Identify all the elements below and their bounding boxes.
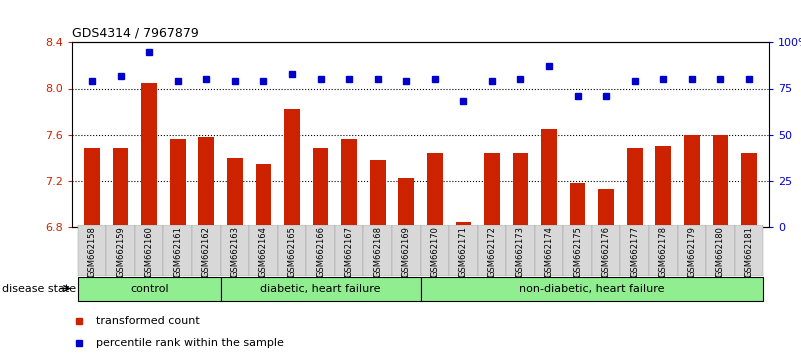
- Bar: [456, 222, 471, 227]
- Text: non-diabetic, heart failure: non-diabetic, heart failure: [519, 284, 665, 295]
- Bar: [163, 225, 192, 276]
- Bar: [621, 225, 649, 276]
- Bar: [306, 225, 335, 276]
- Text: control: control: [130, 284, 168, 295]
- Bar: [421, 225, 449, 276]
- Text: GSM662169: GSM662169: [402, 226, 411, 277]
- Bar: [135, 225, 163, 276]
- Bar: [312, 148, 328, 227]
- Bar: [449, 225, 477, 276]
- Text: GSM662173: GSM662173: [516, 226, 525, 277]
- Bar: [427, 153, 443, 227]
- Bar: [684, 135, 700, 227]
- Bar: [535, 225, 563, 276]
- Bar: [484, 153, 500, 227]
- Bar: [735, 225, 763, 276]
- Text: GSM662164: GSM662164: [259, 226, 268, 277]
- Text: disease state: disease state: [2, 284, 77, 293]
- Text: GSM662166: GSM662166: [316, 226, 325, 277]
- Text: GSM662172: GSM662172: [488, 226, 497, 277]
- Text: GSM662167: GSM662167: [344, 226, 353, 277]
- Bar: [141, 83, 157, 227]
- Text: GSM662177: GSM662177: [630, 226, 639, 277]
- Text: GSM662174: GSM662174: [545, 226, 553, 277]
- Bar: [220, 278, 421, 301]
- Bar: [570, 183, 586, 227]
- Bar: [220, 225, 249, 276]
- Bar: [477, 225, 506, 276]
- Bar: [227, 158, 243, 227]
- Bar: [192, 225, 220, 276]
- Text: GSM662178: GSM662178: [658, 226, 668, 277]
- Bar: [341, 139, 357, 227]
- Text: GSM662158: GSM662158: [87, 226, 97, 277]
- Bar: [84, 148, 100, 227]
- Text: GSM662176: GSM662176: [602, 226, 610, 277]
- Bar: [113, 148, 128, 227]
- Text: percentile rank within the sample: percentile rank within the sample: [96, 338, 284, 348]
- Text: GSM662171: GSM662171: [459, 226, 468, 277]
- Bar: [741, 153, 757, 227]
- Text: GSM662159: GSM662159: [116, 226, 125, 277]
- Text: GDS4314 / 7967879: GDS4314 / 7967879: [72, 27, 199, 40]
- Bar: [170, 139, 186, 227]
- Bar: [678, 225, 706, 276]
- Bar: [706, 225, 735, 276]
- Text: transformed count: transformed count: [96, 316, 200, 326]
- Bar: [649, 225, 678, 276]
- Bar: [541, 129, 557, 227]
- Bar: [370, 160, 385, 227]
- Bar: [421, 278, 763, 301]
- Text: GSM662165: GSM662165: [288, 226, 296, 277]
- Text: GSM662162: GSM662162: [202, 226, 211, 277]
- Bar: [256, 164, 272, 227]
- Text: GSM662161: GSM662161: [173, 226, 183, 277]
- Text: GSM662181: GSM662181: [744, 226, 754, 277]
- Bar: [107, 225, 135, 276]
- Bar: [364, 225, 392, 276]
- Bar: [398, 178, 414, 227]
- Bar: [563, 225, 592, 276]
- Text: GSM662179: GSM662179: [687, 226, 696, 277]
- Bar: [278, 225, 306, 276]
- Text: GSM662180: GSM662180: [716, 226, 725, 277]
- Bar: [199, 137, 214, 227]
- Bar: [249, 225, 278, 276]
- Bar: [78, 225, 107, 276]
- Text: diabetic, heart failure: diabetic, heart failure: [260, 284, 380, 295]
- Bar: [284, 109, 300, 227]
- Text: GSM662160: GSM662160: [145, 226, 154, 277]
- Text: GSM662175: GSM662175: [573, 226, 582, 277]
- Bar: [513, 153, 529, 227]
- Bar: [78, 278, 220, 301]
- Bar: [392, 225, 421, 276]
- Text: GSM662170: GSM662170: [430, 226, 439, 277]
- Bar: [335, 225, 364, 276]
- Bar: [655, 146, 671, 227]
- Bar: [627, 148, 642, 227]
- Bar: [592, 225, 621, 276]
- Text: GSM662168: GSM662168: [373, 226, 382, 277]
- Bar: [713, 135, 728, 227]
- Bar: [598, 189, 614, 227]
- Text: GSM662163: GSM662163: [231, 226, 239, 277]
- Bar: [506, 225, 535, 276]
